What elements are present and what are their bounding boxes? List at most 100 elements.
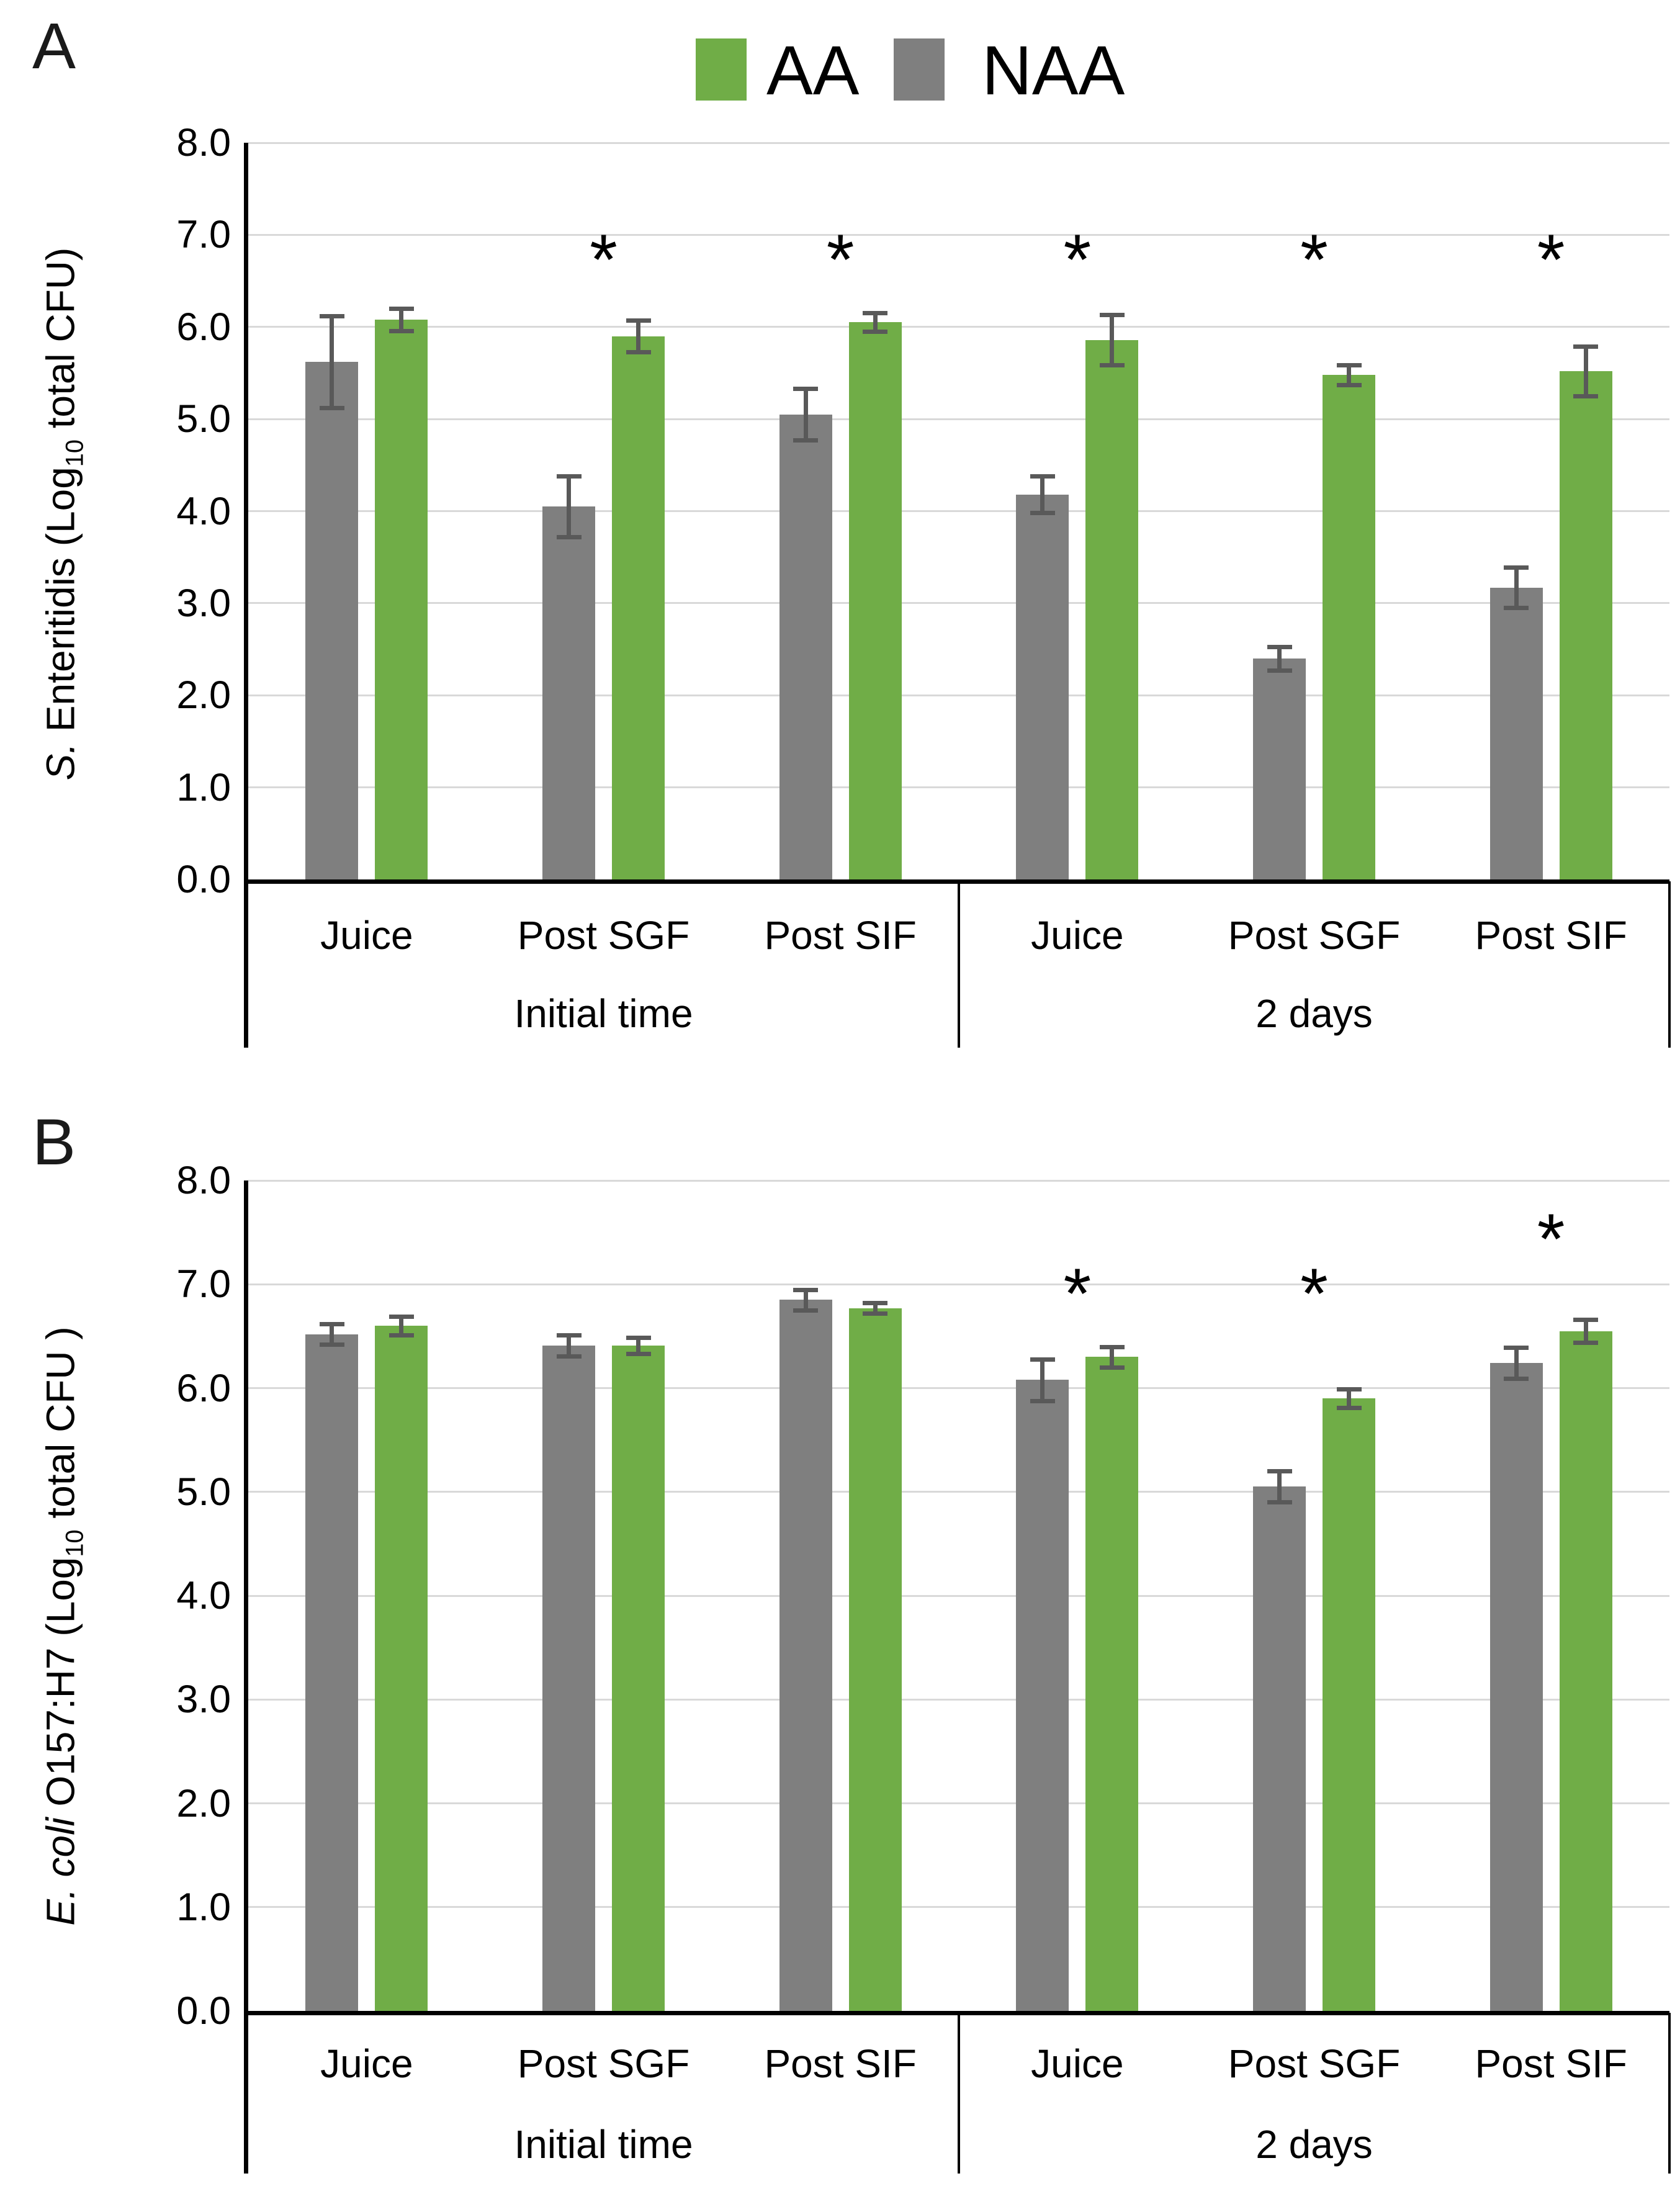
x-category-label: Post SIF	[1475, 913, 1627, 958]
error-bar-cap-top	[389, 307, 414, 312]
error-bar-whisker	[1514, 1347, 1519, 1379]
significance-asterisk: *	[1063, 220, 1092, 300]
error-bar-cap-top	[863, 311, 888, 316]
bar-aa	[848, 322, 902, 879]
y-gridline	[248, 1594, 1669, 1597]
y-tick-label: 7.0	[176, 1262, 231, 1306]
error-bar-cap-bottom	[389, 1333, 414, 1338]
panel-b-label: B	[32, 1106, 76, 1179]
y-tick-label: 3.0	[176, 1678, 231, 1722]
y-tick-label: 1.0	[176, 765, 231, 809]
error-bar-whisker	[1347, 1389, 1351, 1408]
group-separator	[1668, 881, 1671, 1048]
y-tick-label: 2.0	[176, 1781, 231, 1825]
error-bar-whisker	[567, 1335, 571, 1356]
bar-naa	[1489, 587, 1543, 879]
x-category-label: Juice	[1031, 913, 1124, 958]
error-bar-whisker	[1040, 1359, 1045, 1401]
error-bar-whisker	[873, 1303, 878, 1314]
bar-aa	[375, 1326, 428, 2011]
error-bar-whisker	[1110, 1346, 1115, 1368]
x-category-label: Post SIF	[764, 2041, 917, 2086]
significance-asterisk: *	[590, 220, 618, 300]
y-axis-line	[244, 1180, 248, 2174]
error-bar-cap-top	[556, 1333, 582, 1338]
y-gridline	[248, 1802, 1669, 1804]
significance-asterisk: *	[1537, 220, 1565, 300]
x-group-label: Initial time	[514, 2122, 693, 2167]
error-bar-whisker	[1110, 315, 1115, 365]
bar-aa	[1559, 371, 1612, 879]
error-bar-cap-top	[1504, 565, 1529, 570]
y-tick-label: 6.0	[176, 305, 231, 349]
significance-asterisk: *	[1300, 220, 1328, 300]
bar-aa	[612, 336, 665, 879]
group-separator	[958, 881, 960, 1048]
x-category-label: Juice	[320, 913, 413, 958]
error-bar-whisker	[567, 476, 571, 537]
bar-naa	[779, 414, 832, 879]
bar-aa	[1559, 1331, 1612, 2011]
error-bar-cap-bottom	[1030, 511, 1055, 516]
bar-naa	[542, 1345, 595, 2011]
y-gridline	[248, 1906, 1669, 1909]
y-tick-label: 0.0	[176, 858, 231, 901]
y-tick-label: 1.0	[176, 1885, 231, 1929]
error-bar-cap-bottom	[1336, 1406, 1362, 1411]
bar-aa	[1085, 339, 1139, 879]
y-tick-label: 4.0	[176, 489, 231, 533]
y-gridline	[248, 1179, 1669, 1182]
legend-aa-label: AA	[766, 32, 860, 109]
y-gridline	[248, 1283, 1669, 1285]
error-bar-whisker	[636, 320, 640, 352]
error-bar-cap-top	[626, 318, 651, 323]
error-bar-whisker	[1040, 476, 1045, 513]
error-bar-whisker	[330, 315, 335, 408]
error-bar-cap-bottom	[1267, 1500, 1292, 1505]
bar-naa	[1253, 658, 1306, 879]
error-bar-cap-top	[863, 1301, 888, 1306]
bar-naa	[779, 1300, 832, 2011]
ytitle-b-subscript: 10	[61, 1529, 89, 1557]
error-bar-cap-bottom	[556, 1354, 582, 1359]
y-axis-line	[244, 143, 248, 1048]
error-bar-whisker	[1583, 1320, 1588, 1342]
error-bar-whisker	[399, 308, 404, 331]
y-tick-label: 4.0	[176, 1574, 231, 1617]
x-group-label: 2 days	[1256, 991, 1373, 1036]
bar-naa	[1489, 1363, 1543, 2011]
y-gridline	[248, 694, 1669, 696]
y-tick-label: 8.0	[176, 1159, 231, 1202]
y-gridline	[248, 602, 1669, 605]
error-bar-cap-top	[1030, 474, 1055, 479]
x-category-label: Juice	[320, 2041, 413, 2086]
bar-aa	[612, 1345, 665, 2011]
x-category-label: Post SGF	[1228, 2041, 1401, 2086]
error-bar-cap-bottom	[1573, 1340, 1599, 1345]
x-axis-line	[244, 2011, 1669, 2015]
bar-naa	[305, 1334, 359, 2011]
error-bar-cap-top	[1504, 1346, 1529, 1351]
y-gridline	[248, 1491, 1669, 1493]
error-bar-whisker	[330, 1323, 335, 1345]
bar-aa	[375, 319, 428, 879]
panel-a-label: A	[32, 10, 76, 83]
y-tick-label: 5.0	[176, 397, 231, 441]
error-bar-cap-bottom	[1504, 606, 1529, 611]
error-bar-cap-bottom	[626, 349, 651, 354]
significance-asterisk: *	[826, 220, 855, 300]
x-group-label: Initial time	[514, 991, 693, 1036]
y-tick-label: 3.0	[176, 581, 231, 625]
y-gridline	[248, 1698, 1669, 1701]
legend-naa-swatch	[894, 38, 945, 101]
error-bar-cap-bottom	[1573, 394, 1599, 399]
error-bar-cap-top	[1336, 1387, 1362, 1392]
bar-naa	[542, 506, 595, 879]
error-bar-cap-bottom	[1030, 1398, 1055, 1403]
error-bar-cap-top	[1099, 1344, 1125, 1349]
error-bar-cap-bottom	[1099, 1365, 1125, 1370]
significance-asterisk: *	[1300, 1254, 1328, 1334]
group-separator	[1668, 2013, 1671, 2174]
error-bar-whisker	[399, 1316, 404, 1336]
